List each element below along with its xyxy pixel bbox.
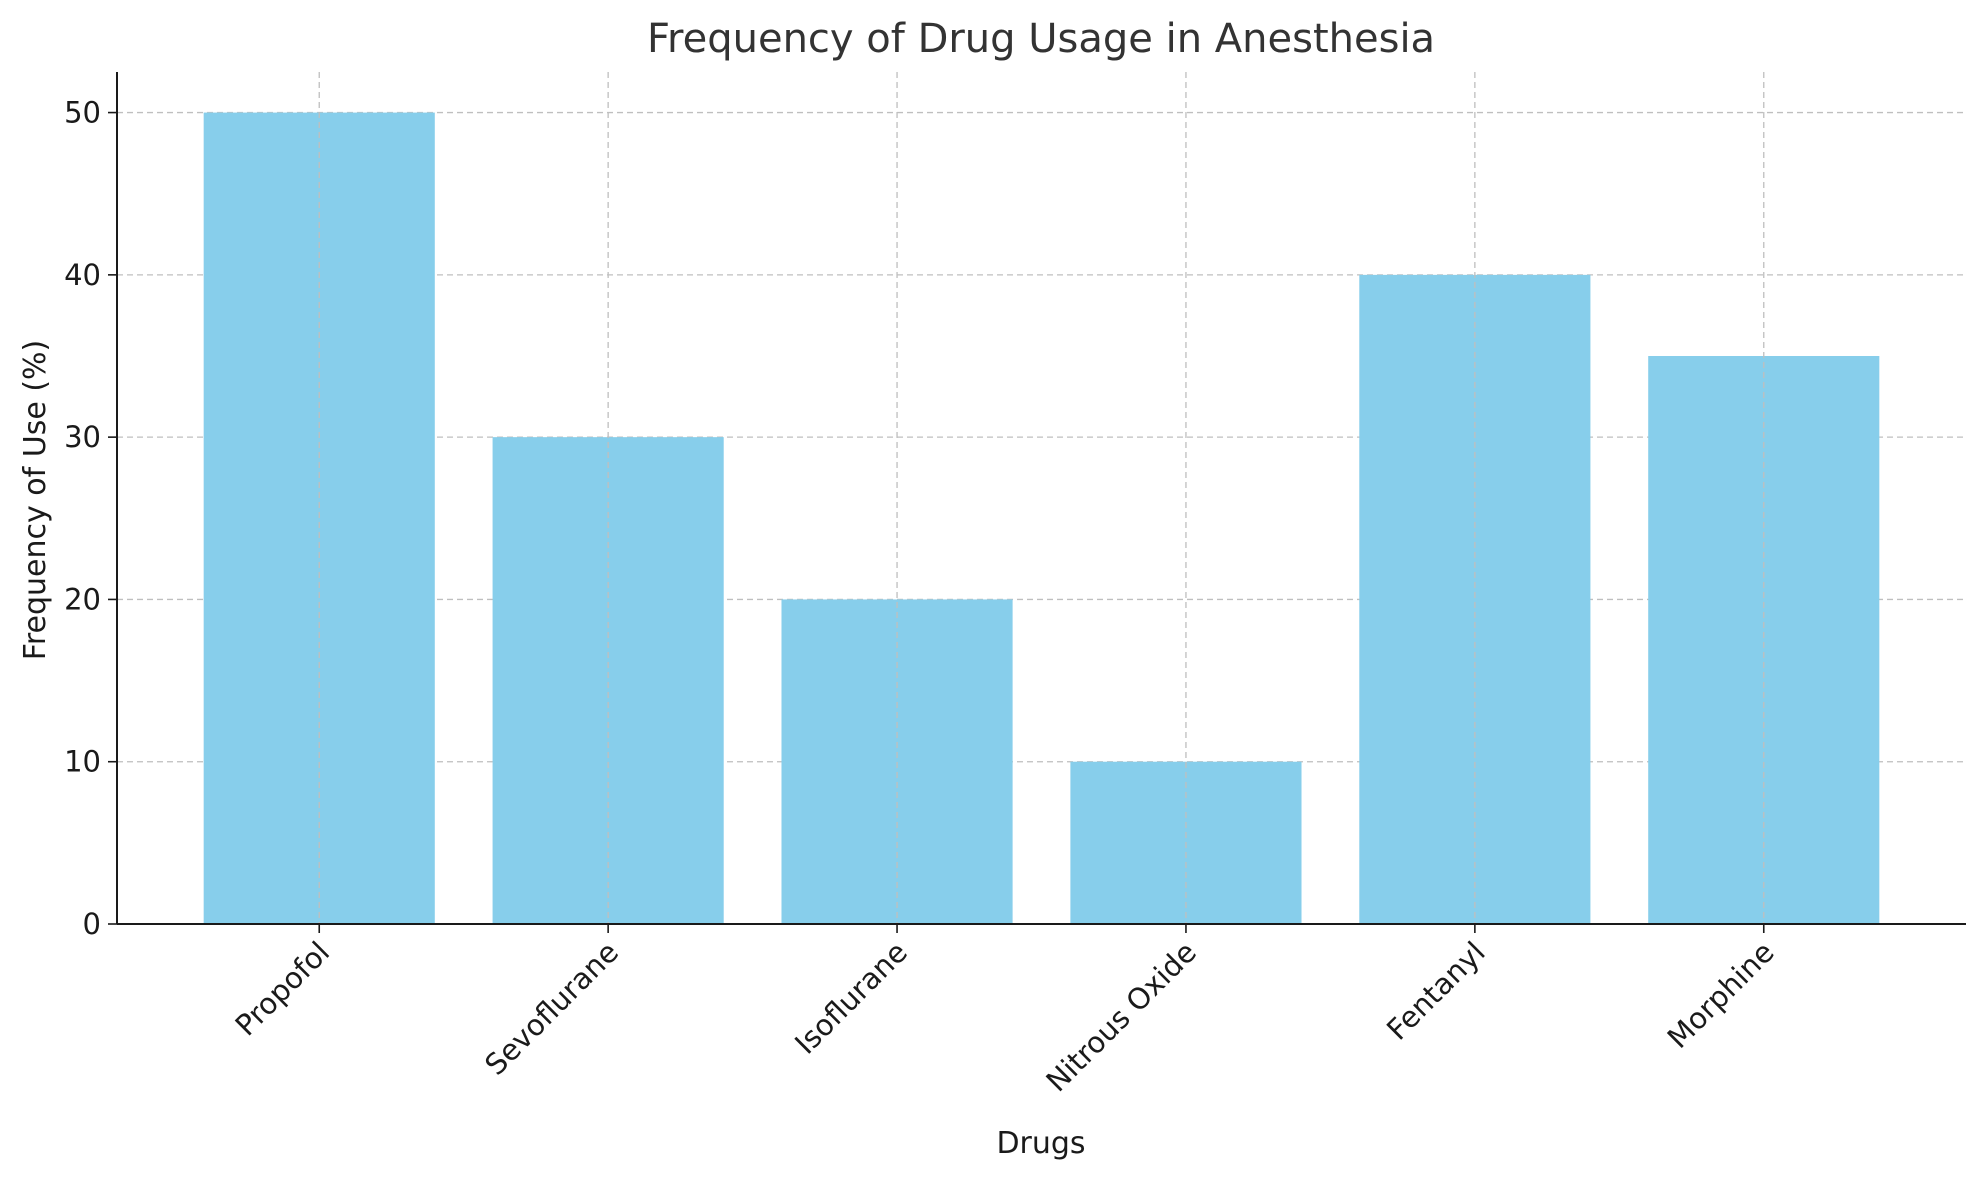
x-tick-label: Isoflurane	[788, 935, 914, 1061]
y-tick-label: 10	[64, 745, 101, 779]
y-tick-label: 20	[64, 582, 101, 616]
x-tick-label: Nitrous Oxide	[1039, 935, 1202, 1098]
y-tick-label: 30	[64, 420, 101, 454]
y-tick-label: 50	[64, 96, 101, 130]
vertical-grid-layer	[318, 72, 1765, 924]
y-tick-label: 0	[83, 907, 101, 941]
x-tick-label: Fentanyl	[1380, 935, 1492, 1047]
bars-layer	[203, 112, 1880, 925]
x-tick-label: Propofol	[229, 935, 337, 1043]
y-tick-label: 40	[64, 258, 101, 292]
x-axis-label: Drugs	[996, 1126, 1085, 1161]
bar-morphine	[1648, 356, 1880, 924]
chart-title: Frequency of Drug Usage in Anesthesia	[647, 16, 1435, 62]
axes-layer	[116, 72, 1966, 925]
x-tick-label: Morphine	[1661, 935, 1781, 1055]
y-axis-label: Frequency of Use (%)	[18, 340, 53, 660]
bar-sevoflurane	[492, 437, 724, 924]
x-tick-label: Sevoflurane	[478, 935, 625, 1082]
